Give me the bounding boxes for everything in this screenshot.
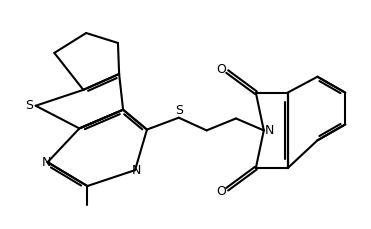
Text: N: N	[41, 156, 51, 169]
Text: N: N	[264, 124, 274, 137]
Text: N: N	[132, 164, 141, 177]
Text: S: S	[175, 104, 183, 117]
Text: O: O	[217, 185, 227, 198]
Text: O: O	[217, 63, 227, 76]
Text: S: S	[25, 99, 33, 112]
